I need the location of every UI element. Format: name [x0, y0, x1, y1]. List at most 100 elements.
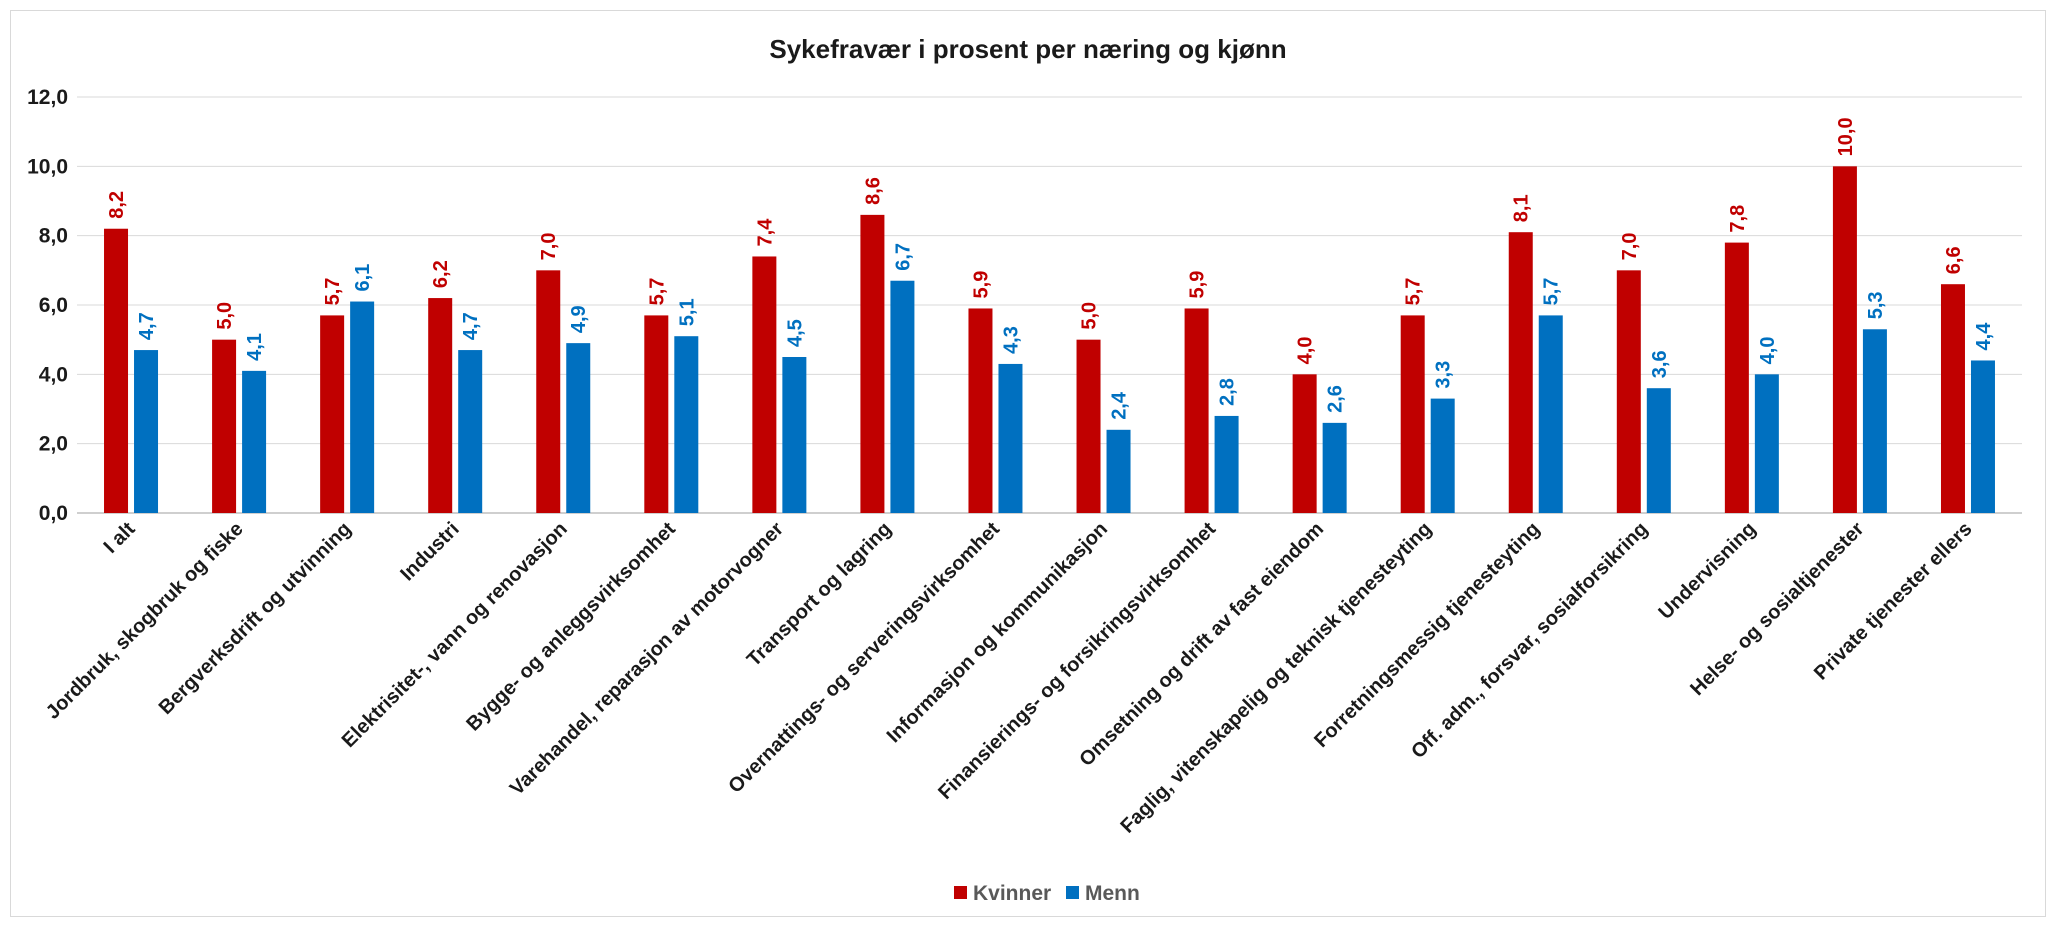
bar-menn	[1106, 429, 1131, 513]
x-tick-label: Industri	[396, 518, 463, 585]
bar-kvinner	[860, 214, 885, 513]
data-label: 6,2	[430, 260, 452, 288]
data-label: 4,7	[460, 312, 482, 340]
bar-kvinner	[1616, 270, 1641, 513]
bar-menn	[350, 301, 375, 513]
data-label: 8,2	[106, 191, 128, 219]
x-tick-label: Bygge- og anleggsvirksomhet	[462, 518, 680, 736]
data-label: 5,7	[646, 278, 668, 306]
bar-kvinner	[1400, 315, 1425, 513]
bar-menn	[242, 370, 267, 513]
data-label: 6,1	[352, 264, 374, 292]
legend: Kvinner Menn	[954, 882, 1140, 905]
bar-menn	[134, 350, 159, 513]
data-label: 10,0	[1835, 117, 1857, 156]
data-label: 2,8	[1217, 378, 1239, 406]
data-label: 3,3	[1433, 361, 1455, 389]
bar-kvinner	[1292, 374, 1317, 513]
bar-kvinner	[1508, 232, 1533, 513]
x-tick-label: Jordbruk, skogbruk og fiske	[42, 518, 248, 724]
data-label: 3,6	[1649, 350, 1671, 378]
legend-label-kvinner: Kvinner	[973, 882, 1051, 905]
bars	[104, 166, 1995, 514]
data-label: 4,0	[1295, 337, 1317, 365]
data-label: 7,4	[754, 218, 776, 247]
data-label: 7,8	[1727, 205, 1749, 233]
data-label: 5,1	[676, 298, 698, 326]
data-label: 6,7	[892, 243, 914, 271]
data-label: 5,7	[322, 278, 344, 306]
data-label: 4,1	[244, 333, 266, 361]
bar-menn	[1862, 329, 1887, 513]
bar-kvinner	[536, 270, 561, 513]
x-tick-label: Elektrisitet-, vann og renovasjon	[338, 518, 572, 752]
data-label: 4,7	[136, 312, 158, 340]
bar-kvinner	[428, 298, 453, 513]
bar-menn	[566, 343, 591, 513]
bar-kvinner	[320, 315, 345, 513]
data-label: 7,0	[1619, 233, 1641, 261]
bar-kvinner	[1184, 308, 1209, 513]
x-tick-label: Informasjon og kommunikasjon	[883, 518, 1112, 747]
x-tick-label: Forretningsmessig tjenesteyting	[1310, 518, 1544, 752]
bar-menn	[1970, 360, 1995, 513]
bar-menn	[1322, 422, 1347, 513]
bar-menn	[1754, 374, 1779, 513]
data-label: 5,0	[1079, 302, 1101, 330]
data-label: 5,7	[1403, 278, 1425, 306]
bar-menn	[782, 357, 807, 513]
bar-menn	[998, 363, 1023, 513]
data-label: 2,4	[1109, 391, 1131, 420]
x-tick-label: Off. adm., forsvar, sosialforsikring	[1407, 518, 1652, 763]
data-labels: 8,2 4,7 5,0 4,1 5,7 6,1 6,2 4,7 7,0 4,9 5,7 5,1 7,4 4…	[106, 117, 1995, 419]
x-tick-label: Bergverksdrift og utvinning	[155, 518, 356, 719]
y-axis: 0,0 2,0 4,0 6,0 8,0 10,0 12,0	[27, 86, 68, 525]
data-label: 4,4	[1973, 322, 1995, 351]
chart-frame	[10, 10, 2046, 917]
x-tick-label: Omsetning og drift av fast eiendom	[1075, 518, 1328, 771]
legend-swatch-menn	[1066, 886, 1079, 899]
data-label: 5,9	[970, 271, 992, 299]
bar-menn	[1214, 415, 1239, 513]
bar-kvinner	[752, 256, 777, 513]
data-label: 8,6	[862, 177, 884, 205]
bar-kvinner	[1724, 242, 1749, 513]
y-tick-label: 4,0	[39, 363, 68, 386]
data-label: 5,0	[214, 302, 236, 330]
bar-kvinner	[104, 228, 129, 513]
data-label: 4,9	[568, 305, 590, 333]
bar-kvinner	[1940, 284, 1965, 513]
bar-kvinner	[1832, 166, 1857, 514]
bar-menn	[674, 336, 699, 513]
bar-menn	[1538, 315, 1563, 513]
y-tick-label: 2,0	[39, 433, 68, 456]
x-tick-label: Undervisning	[1654, 518, 1760, 624]
data-label: 5,7	[1541, 278, 1563, 306]
bar-kvinner	[212, 339, 237, 513]
data-label: 8,1	[1511, 194, 1533, 222]
legend-swatch-kvinner	[954, 886, 967, 899]
bar-menn	[890, 280, 915, 513]
data-label: 4,5	[784, 319, 806, 347]
chart-title: Sykefravær i prosent per næring og kjønn	[769, 34, 1286, 64]
bar-menn	[458, 350, 483, 513]
data-label: 4,0	[1757, 337, 1779, 365]
y-tick-label: 8,0	[39, 225, 68, 248]
data-label: 5,9	[1187, 271, 1209, 299]
x-tick-label: I alt	[100, 518, 140, 558]
y-tick-label: 10,0	[27, 155, 68, 178]
legend-label-menn: Menn	[1085, 882, 1140, 905]
bar-kvinner	[968, 308, 993, 513]
data-label: 4,3	[1000, 326, 1022, 354]
x-tick-label: Helse- og sosialtjenester	[1686, 518, 1868, 700]
data-label: 2,6	[1325, 385, 1347, 413]
bar-kvinner	[1076, 339, 1101, 513]
data-label: 6,6	[1943, 246, 1965, 274]
y-tick-label: 0,0	[39, 502, 68, 525]
data-label: 7,0	[538, 233, 560, 261]
bar-kvinner	[644, 315, 669, 513]
bar-menn	[1430, 398, 1455, 513]
y-tick-label: 12,0	[27, 86, 68, 109]
